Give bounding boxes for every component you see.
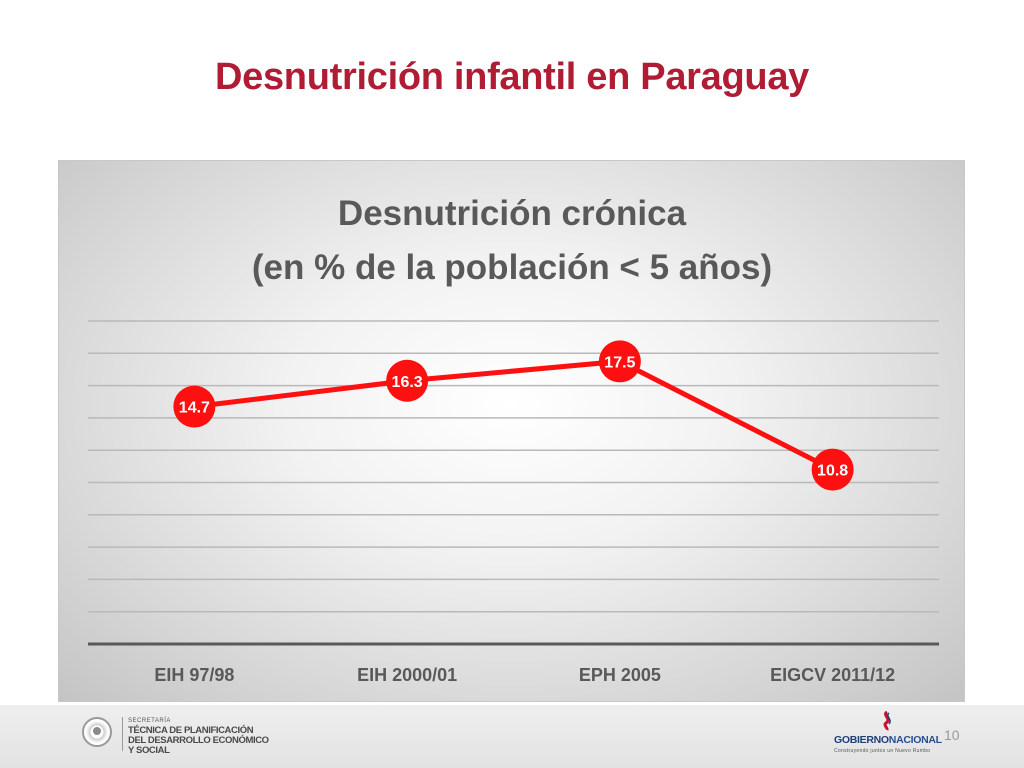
footer-divider	[122, 717, 123, 751]
national-seal-icon	[82, 717, 112, 747]
gobierno-flag-mark-icon	[883, 711, 891, 731]
data-marker	[811, 448, 854, 491]
chart-panel: Desnutrición crónica (en % de la poblaci…	[58, 160, 965, 702]
series-polyline	[194, 358, 834, 472]
secretaria-name-line1: TÉCNICA DE PLANIFICACIÓN	[128, 725, 254, 736]
data-label: 17.5	[604, 354, 635, 371]
line-chart: Desnutrición crónica (en % de la poblaci…	[88, 194, 939, 685]
gov-word-gobierno: GOBIERNO	[834, 734, 889, 746]
data-label: 16.3	[392, 374, 423, 391]
seal-star-icon	[93, 727, 101, 735]
data-marker	[598, 340, 641, 383]
gobierno-nacional-logo: GOBIERNONACIONAL Construyendo juntos un …	[834, 711, 944, 755]
gov-word-nacional: NACIONAL	[888, 734, 942, 746]
secretaria-name-line2: DEL DESARROLLO ECONÓMICO	[128, 735, 269, 746]
x-tick-label: EIH 97/98	[154, 665, 234, 685]
series-line	[194, 358, 834, 472]
data-points: 14.7 16.3 17.5 10.8	[173, 340, 854, 491]
x-tick-label: EPH 2005	[579, 665, 661, 685]
chart-title-line2: (en % de la población < 5 años)	[252, 248, 772, 287]
gobierno-tagline: Construyendo juntos un Nuevo Rumbo	[834, 748, 931, 754]
x-axis-labels: EIH 97/98 EIH 2000/01 EPH 2005 EIGCV 2011/1…	[154, 665, 895, 685]
gobierno-nacional-text: GOBIERNONACIONAL	[834, 734, 942, 746]
x-tick-label: EIGCV 2011/12	[770, 665, 895, 685]
slide-title: Desnutrición infantil en Paraguay	[215, 56, 809, 98]
footer-bar: SECRETARÍA TÉCNICA DE PLANIFICACIÓN DEL …	[0, 705, 1024, 768]
data-point: 16.3	[386, 359, 429, 402]
secretaria-name-line3: Y SOCIAL	[128, 745, 170, 756]
data-marker	[386, 359, 429, 402]
gridlines	[88, 320, 939, 646]
data-point: 14.7	[173, 385, 216, 428]
data-point: 17.5	[598, 340, 641, 383]
page-number: 10	[944, 727, 960, 743]
data-point: 10.8	[811, 448, 854, 491]
chart-title-line1: Desnutrición crónica	[338, 194, 687, 233]
data-label: 14.7	[179, 400, 210, 417]
secretaria-label: SECRETARÍA	[128, 718, 171, 724]
x-tick-label: EIH 2000/01	[357, 665, 457, 685]
data-label: 10.8	[817, 463, 848, 480]
data-marker	[173, 385, 216, 428]
